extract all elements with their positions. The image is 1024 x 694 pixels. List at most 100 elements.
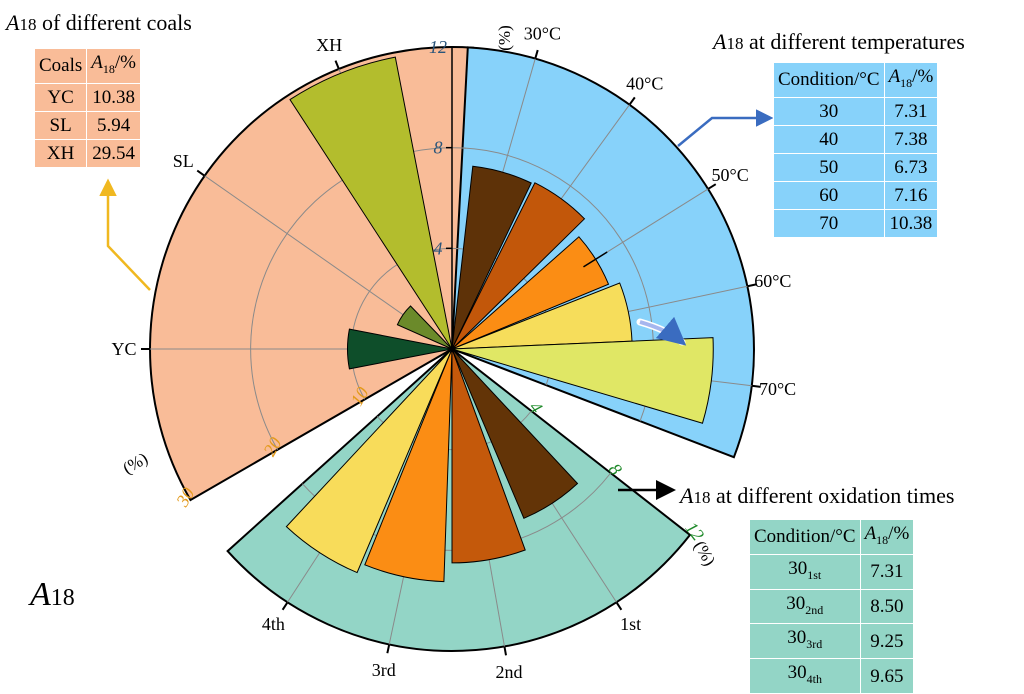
oxid-cell-value: 9.65 — [859, 658, 915, 694]
oxid-heading-sub: 18 — [693, 488, 711, 507]
temps-header-unit: /% — [912, 66, 934, 87]
coals-callout-arrow — [99, 178, 151, 291]
temps-cell-value: 6.73 — [883, 152, 939, 182]
temps-heading: A18 at different temperatures — [713, 29, 965, 55]
oxid-heading: A18 at different oxidation times — [680, 483, 954, 509]
main-a18-label: A18 — [30, 576, 75, 614]
category-label: 4th — [262, 614, 285, 634]
trend-arrow-icon — [639, 316, 687, 346]
temps-cell-value: 7.31 — [883, 96, 939, 126]
oxid-cell-run: 1st — [807, 567, 822, 582]
radial-tick-label: 12 — [429, 37, 447, 57]
oxid-cell-run: 3rd — [806, 637, 823, 652]
table-row: YC 10.38 — [33, 82, 141, 112]
category-label: 2nd — [495, 662, 522, 682]
temps-cell-value: 7.38 — [883, 124, 939, 154]
outer-tick — [747, 283, 757, 288]
table-row: 301st 7.31 — [749, 553, 915, 590]
category-label: 70°C — [759, 379, 796, 399]
table-row: 30 7.31 — [773, 96, 939, 126]
coals-heading-sub: 18 — [19, 15, 37, 34]
category-label: 60°C — [754, 271, 791, 291]
bar — [396, 305, 453, 350]
coals-cell-name: SL — [33, 110, 88, 140]
coals-header-col2: A18/% — [86, 48, 141, 84]
oxid-table: Condition/°C A18/% 301st 7.31 302nd 8.50 3… — [749, 519, 915, 694]
outer-tick — [281, 601, 289, 611]
main-a18-symbol: A — [30, 576, 51, 613]
outer-tick — [196, 169, 206, 177]
temps-cell-condition: 50 — [773, 152, 885, 182]
bar — [347, 328, 453, 370]
oxid-header-col2: A18/% — [859, 519, 915, 555]
coals-header-sub: 18 — [102, 61, 115, 76]
outer-tick — [751, 384, 761, 388]
oxid-header-unit: /% — [888, 523, 910, 544]
unit-label: (%) — [119, 449, 151, 478]
coals-table: Coals A18/% YC 10.38 SL 5.94 XH 29.54 — [33, 48, 141, 168]
coals-cell-value: 29.54 — [86, 138, 141, 168]
category-label: XH — [316, 35, 342, 55]
bar — [451, 337, 714, 424]
category-label: 30°C — [524, 24, 561, 44]
coals-header-unit: /% — [114, 52, 136, 73]
unit-label: (%) — [495, 25, 514, 50]
coals-heading-symbol: A — [6, 10, 20, 35]
oxid-cell-condition: 304th — [749, 658, 861, 694]
outer-tick — [628, 96, 636, 106]
temps-cell-condition: 40 — [773, 124, 885, 154]
category-label: SL — [173, 151, 194, 171]
oxid-cell-condition: 301st — [749, 553, 861, 590]
category-label: 1st — [620, 614, 641, 634]
coals-header-col1: Coals — [33, 48, 88, 84]
temps-cell-condition: 60 — [773, 180, 885, 210]
bar — [451, 182, 586, 350]
table-row: XH 29.54 — [33, 138, 141, 168]
oxid-cell-value: 7.31 — [859, 553, 915, 590]
coals-heading: A18 of different coals — [6, 10, 192, 36]
outer-tick — [707, 183, 717, 190]
temps-heading-text: at different temperatures — [743, 29, 965, 54]
outer-tick — [503, 646, 507, 656]
oxid-header-sub: 18 — [876, 532, 889, 547]
coals-cell-name: YC — [33, 82, 88, 112]
table-row: 304th 9.65 — [749, 658, 915, 694]
oxid-cell-condition: 303rd — [749, 623, 861, 660]
oxid-cell-temp: 30 — [786, 592, 806, 614]
bar — [289, 56, 453, 350]
oxid-cell-temp: 30 — [787, 662, 807, 684]
table-row: SL 5.94 — [33, 110, 141, 140]
coals-cell-name: XH — [33, 138, 88, 168]
decorations — [99, 46, 774, 656]
coals-table-header: Coals A18/% — [33, 48, 141, 84]
oxid-cell-temp: 30 — [787, 627, 807, 649]
outer-tick — [615, 601, 623, 611]
coals-heading-text: of different coals — [36, 10, 192, 35]
oxid-header-sym: A — [864, 523, 877, 544]
radial-tick-label: 4 — [434, 238, 443, 258]
temps-table-header: Condition/°C A18/% — [773, 62, 939, 98]
coals-cell-value: 5.94 — [86, 110, 141, 140]
coals-cell-value: 10.38 — [86, 82, 141, 112]
temps-cell-value: 10.38 — [883, 208, 939, 238]
bar — [285, 348, 453, 574]
main-a18-sub: 18 — [50, 585, 75, 611]
bar — [451, 348, 579, 519]
radial-tick-label: 8 — [434, 138, 443, 158]
table-row: 40 7.38 — [773, 124, 939, 154]
temps-heading-symbol: A — [713, 29, 727, 54]
outer-tick — [386, 644, 391, 654]
category-label: 3rd — [372, 660, 396, 680]
error-bar — [583, 251, 608, 268]
temps-header-col1: Condition/°C — [773, 62, 885, 98]
table-row: 50 6.73 — [773, 152, 939, 182]
table-row: 303rd 9.25 — [749, 623, 915, 660]
oxid-heading-symbol: A — [680, 483, 694, 508]
oxid-cell-value: 8.50 — [859, 588, 915, 625]
temps-heading-sub: 18 — [726, 34, 744, 53]
temps-table: Condition/°C A18/% 30 7.31 40 7.38 50 6.73 … — [773, 62, 939, 238]
oxid-header-col1: Condition/°C — [749, 519, 861, 555]
table-row: 60 7.16 — [773, 180, 939, 210]
outer-tick — [534, 49, 539, 59]
